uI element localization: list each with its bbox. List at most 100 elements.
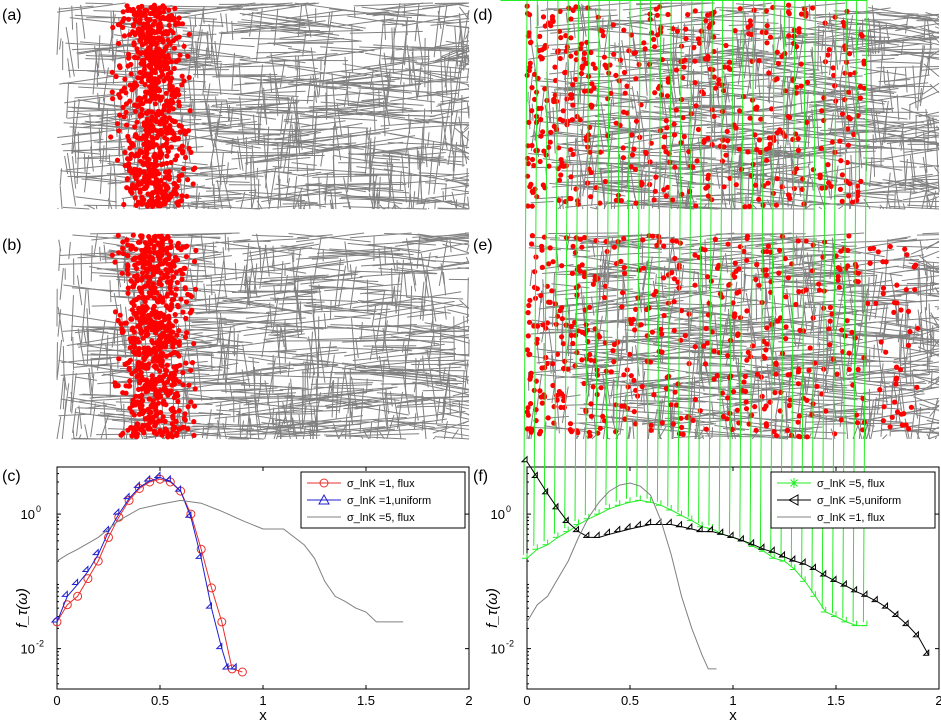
- particle: [133, 132, 139, 138]
- fracture: [780, 24, 783, 38]
- particle: [143, 325, 150, 332]
- particle: [128, 61, 134, 68]
- particle: [581, 50, 588, 57]
- particle: [663, 118, 669, 124]
- particle: [617, 57, 624, 63]
- fracture: [159, 50, 244, 59]
- fracture: [85, 58, 114, 60]
- fracture: [454, 3, 470, 8]
- fracture: [282, 149, 288, 174]
- fracture: [66, 152, 77, 206]
- particle: [568, 53, 574, 59]
- particle: [819, 108, 825, 114]
- fracture: [182, 161, 208, 166]
- particle: [709, 197, 715, 203]
- particle: [621, 27, 627, 33]
- fracture: [241, 420, 245, 433]
- fracture: [325, 296, 395, 308]
- particle: [183, 299, 190, 305]
- particle: [847, 116, 853, 122]
- fracture: [424, 144, 428, 168]
- fracture: [275, 417, 286, 440]
- fracture: [217, 420, 221, 440]
- fracture: [86, 327, 89, 344]
- fracture: [196, 348, 203, 401]
- fracture: [63, 383, 70, 419]
- fracture: [188, 393, 248, 404]
- fracture: [67, 109, 133, 113]
- fracture: [422, 5, 445, 10]
- particle: [721, 184, 727, 190]
- particle: [151, 173, 157, 179]
- fracture: [375, 290, 386, 343]
- particle: [564, 44, 570, 50]
- fracture: [419, 355, 456, 360]
- particle: [569, 117, 575, 123]
- fracture: [464, 31, 470, 40]
- particle: [146, 167, 152, 173]
- particle: [733, 182, 739, 188]
- fracture: [902, 178, 939, 181]
- particle: [832, 83, 838, 89]
- particle: [132, 17, 138, 23]
- fracture: [279, 290, 315, 294]
- fracture: [352, 301, 392, 309]
- particle: [568, 147, 574, 153]
- fracture: [407, 155, 411, 188]
- fracture: [265, 140, 269, 189]
- particle: [702, 56, 709, 62]
- fracture: [214, 96, 218, 109]
- particle: [137, 239, 143, 245]
- fracture: [884, 127, 940, 129]
- fracture: [105, 108, 108, 161]
- particle: [168, 239, 174, 245]
- particle: [166, 173, 172, 180]
- particle: [736, 146, 742, 152]
- fracture: [458, 19, 465, 71]
- particle: [574, 113, 580, 120]
- particle: [172, 312, 178, 318]
- panel-label: (a): [2, 7, 22, 24]
- fracture: [347, 125, 351, 177]
- particle: [165, 55, 172, 61]
- particle: [787, 114, 793, 121]
- fracture: [299, 195, 302, 210]
- particle: [629, 132, 635, 138]
- particle: [125, 271, 131, 277]
- particle: [191, 432, 197, 438]
- fracture: [367, 12, 390, 15]
- fracture: [235, 333, 239, 374]
- fracture: [432, 437, 436, 440]
- particle: [842, 46, 848, 52]
- fracture: [140, 433, 144, 440]
- particle: [127, 98, 133, 104]
- fracture: [214, 409, 303, 419]
- fracture: [391, 27, 394, 74]
- particle: [152, 83, 159, 89]
- particle: [135, 323, 141, 329]
- particle: [128, 316, 134, 322]
- particle: [188, 367, 194, 373]
- particle: [537, 54, 544, 60]
- fracture: [203, 94, 213, 142]
- fracture: [821, 29, 825, 51]
- particle: [139, 286, 145, 292]
- fracture: [917, 406, 922, 440]
- particle: [681, 134, 687, 140]
- particle: [163, 387, 169, 393]
- particle: [142, 416, 148, 422]
- particle: [651, 197, 657, 203]
- particle: [159, 358, 165, 364]
- fracture: [261, 284, 296, 287]
- particle: [150, 340, 156, 346]
- particle: [579, 65, 585, 71]
- fracture: [59, 75, 119, 85]
- particle: [161, 104, 168, 110]
- particle: [164, 126, 171, 132]
- fracture: [347, 153, 439, 161]
- fracture: [329, 199, 332, 210]
- fracture: [314, 331, 320, 378]
- particle: [156, 196, 162, 202]
- particle: [838, 158, 844, 164]
- fracture: [198, 5, 205, 40]
